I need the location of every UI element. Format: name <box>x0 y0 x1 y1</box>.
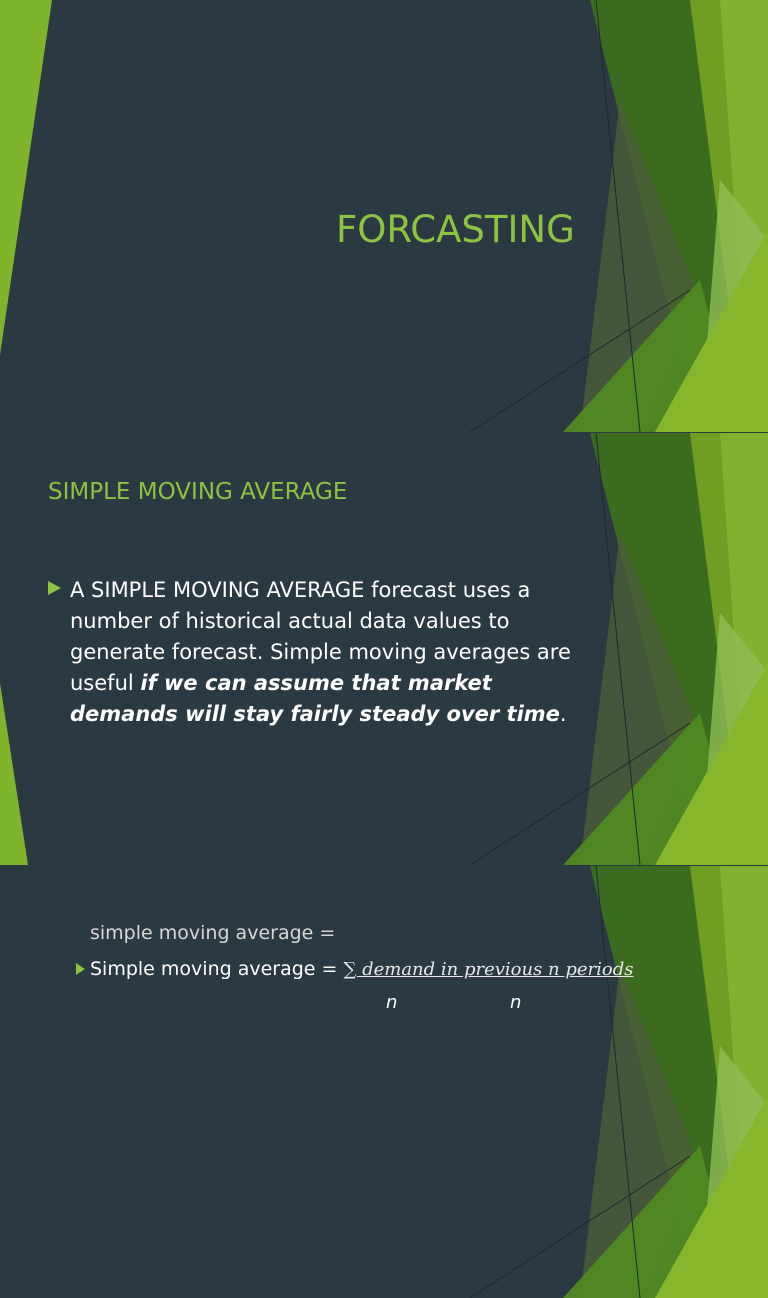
decorative-triangle <box>655 663 768 865</box>
formula-denominator-2: n <box>510 992 522 1013</box>
formula-numerator: ∑ demand in previous n periods <box>343 959 634 980</box>
decorative-line <box>469 722 691 865</box>
formula-label-overlap: simple moving average = <box>90 922 336 944</box>
formula-equals: = <box>315 958 344 980</box>
decorative-line <box>469 289 691 432</box>
decorative-line <box>595 0 641 432</box>
slide-formula: simple moving average = Simple moving av… <box>0 866 768 1298</box>
formula-denominator: n <box>386 992 398 1013</box>
bullet-arrow-icon <box>76 963 85 975</box>
bullet-text: A SIMPLE MOVING AVERAGE forecast uses a … <box>70 575 590 730</box>
decorative-left-strip <box>0 683 28 865</box>
bullet-end: . <box>559 702 567 726</box>
slide-heading: SIMPLE MOVING AVERAGE <box>48 479 348 505</box>
decorative-line <box>595 433 641 865</box>
decorative-left-strip <box>0 0 52 355</box>
bullet-plain: A SIMPLE MOVING AVERAGE forecast uses a … <box>70 578 571 695</box>
slide-simple-moving-average: SIMPLE MOVING AVERAGE A SIMPLE MOVING AV… <box>0 433 768 865</box>
bullet-arrow-icon <box>48 581 61 595</box>
bullet-emphasis: if we can assume that market demands wil… <box>70 671 560 726</box>
decorative-green-shapes <box>0 433 768 865</box>
decorative-green-shapes <box>0 0 768 432</box>
formula-label: Simple moving average <box>90 958 316 980</box>
formula: Simple moving average = ∑ demand in prev… <box>90 958 634 980</box>
slide-title: FORCASTING <box>0 0 768 432</box>
decorative-triangle <box>655 230 768 432</box>
slide-title-text: FORCASTING <box>336 208 575 251</box>
